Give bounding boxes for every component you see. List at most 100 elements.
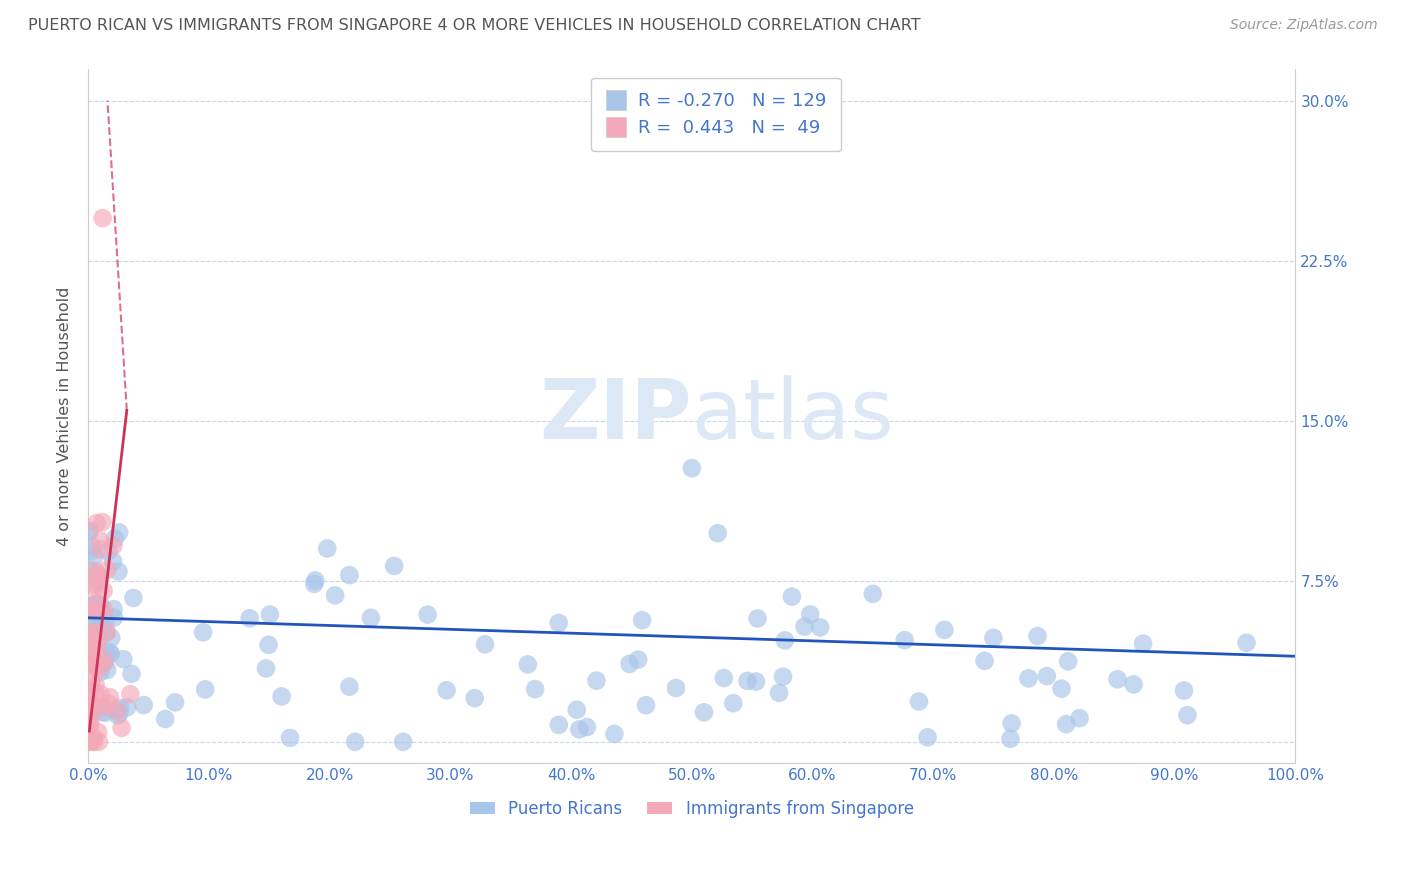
Point [1018,671,1040,685]
Point [416,607,439,622]
Point [1036,669,1059,683]
Point [464,691,486,706]
Point [165,695,187,709]
Point [474,637,496,651]
Point [908,694,931,708]
Point [90,658,112,673]
Point [86,569,108,583]
Point [681,461,703,475]
Point [84,597,107,611]
Point [79,714,101,728]
Point [83,684,105,698]
Point [1236,636,1258,650]
Point [87,637,110,651]
Point [84,606,107,620]
Point [893,633,915,648]
Point [79,605,101,619]
Point [86,605,108,619]
Point [77,710,100,724]
Point [1026,629,1049,643]
Point [568,723,591,737]
Point [773,633,796,648]
Point [524,682,547,697]
Point [565,703,588,717]
Point [91,618,114,632]
Point [77,731,100,746]
Point [713,671,735,685]
Point [87,725,110,739]
Point [90,655,112,669]
Legend: Puerto Ricans, Immigrants from Singapore: Puerto Ricans, Immigrants from Singapore [463,793,921,824]
Point [547,718,569,732]
Point [191,625,214,640]
Point [86,662,108,676]
Point [97,697,120,711]
Point [737,673,759,688]
Point [1000,731,1022,746]
Point [90,569,112,583]
Point [723,696,745,710]
Point [83,577,105,591]
Point [80,735,103,749]
Point [1057,654,1080,668]
Point [304,574,326,588]
Point [79,735,101,749]
Point [917,731,939,745]
Point [90,687,112,701]
Point [96,625,118,640]
Point [103,610,125,624]
Point [80,673,103,688]
Point [84,614,107,628]
Point [108,701,131,715]
Point [983,631,1005,645]
Text: ZIP: ZIP [540,376,692,457]
Point [575,720,598,734]
Point [86,575,108,590]
Point [82,629,104,643]
Point [780,590,803,604]
Point [90,542,112,557]
Point [79,735,101,749]
Point [90,599,112,613]
Point [862,587,884,601]
Point [96,625,118,640]
Point [112,652,135,666]
Point [90,665,112,679]
Point [96,563,118,577]
Point [94,615,117,629]
Point [96,663,118,677]
Point [98,645,121,659]
Point [627,652,650,666]
Point [79,605,101,619]
Point [82,649,104,664]
Point [793,619,815,633]
Point [772,670,794,684]
Point [80,697,103,711]
Point [87,603,110,617]
Point [82,540,104,554]
Point [93,654,115,668]
Point [104,532,127,546]
Point [934,623,956,637]
Point [77,657,100,672]
Point [304,577,326,591]
Point [83,731,105,745]
Point [93,583,115,598]
Point [278,731,301,745]
Point [82,626,104,640]
Point [270,690,292,704]
Point [79,655,101,669]
Point [79,657,101,671]
Point [79,600,101,615]
Point [86,648,108,663]
Point [619,657,641,671]
Point [100,631,122,645]
Point [79,682,101,697]
Point [87,597,110,611]
Point [1069,711,1091,725]
Point [101,554,124,568]
Point [79,706,101,720]
Point [360,611,382,625]
Point [103,539,125,553]
Point [337,568,360,582]
